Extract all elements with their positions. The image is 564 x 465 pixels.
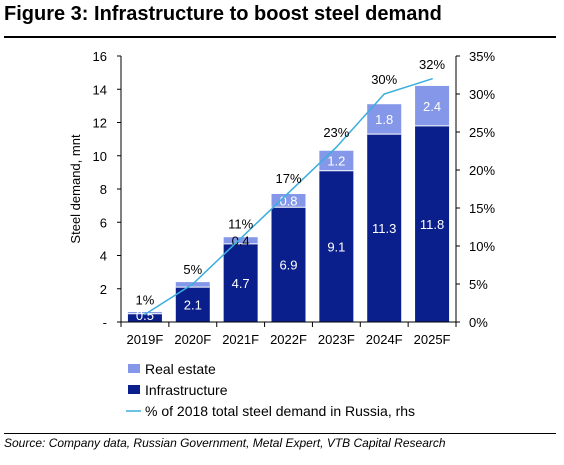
y-tick-label: 2 — [100, 282, 107, 297]
bar-real-estate — [127, 312, 162, 314]
bar-label-real-estate: 0.4 — [232, 234, 250, 249]
source-note: Source: Company data, Russian Government… — [4, 436, 446, 450]
share-line-point — [383, 93, 386, 95]
share-line-label: 1% — [136, 292, 155, 307]
bar-label-infrastructure: 11.8 — [420, 217, 444, 232]
bar-infrastructure — [271, 207, 306, 322]
bar-infrastructure — [223, 243, 258, 322]
y-tick-label: 10 — [93, 149, 107, 164]
bar-real-estate — [223, 237, 258, 244]
y2-tick-label: 20% — [469, 163, 495, 178]
legend-label-infrastructure: Infrastructure — [145, 382, 228, 398]
legend-swatch-real-estate — [128, 364, 140, 373]
share-line-label: 32% — [419, 57, 445, 72]
x-tick-label: 2020F — [174, 332, 211, 347]
y-tick-label: 4 — [100, 249, 107, 264]
y-tick-label: 6 — [100, 215, 107, 230]
share-line-point — [287, 192, 290, 194]
source-divider — [4, 433, 556, 434]
y-tick-label: 16 — [93, 49, 107, 64]
x-tick-label: 2023F — [318, 332, 355, 347]
bar-label-real-estate: 0.8 — [279, 194, 297, 209]
share-line-point — [431, 78, 433, 80]
legend-label-real-estate: Real estate — [145, 361, 216, 377]
share-line-label: 5% — [183, 262, 202, 277]
bar-label-infrastructure: 6.9 — [279, 258, 297, 273]
share-line-point — [144, 313, 146, 316]
legend-swatch-infrastructure — [128, 385, 140, 394]
x-tick-label: 2019F — [126, 332, 163, 347]
x-tick-label: 2022F — [270, 332, 307, 347]
y-tick-label: 8 — [100, 182, 107, 197]
y2-tick-label: 15% — [469, 201, 495, 216]
y2-tick-label: 5% — [469, 277, 488, 292]
share-line-point — [335, 146, 338, 148]
x-tick-label: 2021F — [222, 332, 259, 347]
bar-real-estate — [367, 104, 402, 135]
bar-infrastructure — [175, 287, 210, 322]
bar-label-real-estate: 1.2 — [327, 154, 345, 169]
share-line-label: 23% — [323, 125, 349, 140]
chart-title: Figure 3: Infrastructure to boost steel … — [4, 3, 442, 25]
bar-label-real-estate: 2.4 — [423, 99, 441, 114]
bar-infrastructure — [415, 125, 450, 322]
share-line-point — [239, 237, 242, 240]
bar-infrastructure — [319, 170, 354, 322]
y2-tick-label: 0% — [469, 315, 488, 330]
bar-label-infrastructure: 9.1 — [327, 239, 345, 254]
x-tick-label: 2024F — [366, 332, 403, 347]
bar-infrastructure — [127, 313, 162, 322]
share-line-point — [191, 283, 194, 285]
bar-label-infrastructure: 4.7 — [232, 276, 250, 291]
title-divider — [4, 36, 556, 38]
bar-real-estate — [271, 193, 306, 208]
share-line-label: 17% — [275, 171, 301, 186]
bar-label-infrastructure: 11.3 — [372, 221, 396, 236]
y2-tick-label: 10% — [469, 239, 495, 254]
y2-tick-label: 30% — [469, 87, 495, 102]
y2-tick-label: 25% — [469, 125, 495, 140]
share-line-label: 11% — [228, 216, 253, 231]
y2-tick-label: 35% — [469, 49, 495, 64]
y-axis-title: Steel demand, mnt — [68, 134, 83, 244]
y-tick-label: 14 — [93, 82, 107, 97]
y-tick-label: - — [103, 315, 107, 330]
share-line-label: 30% — [371, 72, 397, 87]
y-tick-label: 12 — [93, 116, 107, 131]
bar-real-estate — [415, 85, 450, 126]
bar-label-real-estate: 1.8 — [375, 112, 393, 127]
legend-label-share-line: % of 2018 total steel demand in Russia, … — [145, 403, 415, 419]
x-tick-label: 2025F — [414, 332, 451, 347]
bar-infrastructure — [367, 134, 402, 322]
bar-label-infrastructure: 2.1 — [184, 298, 202, 313]
